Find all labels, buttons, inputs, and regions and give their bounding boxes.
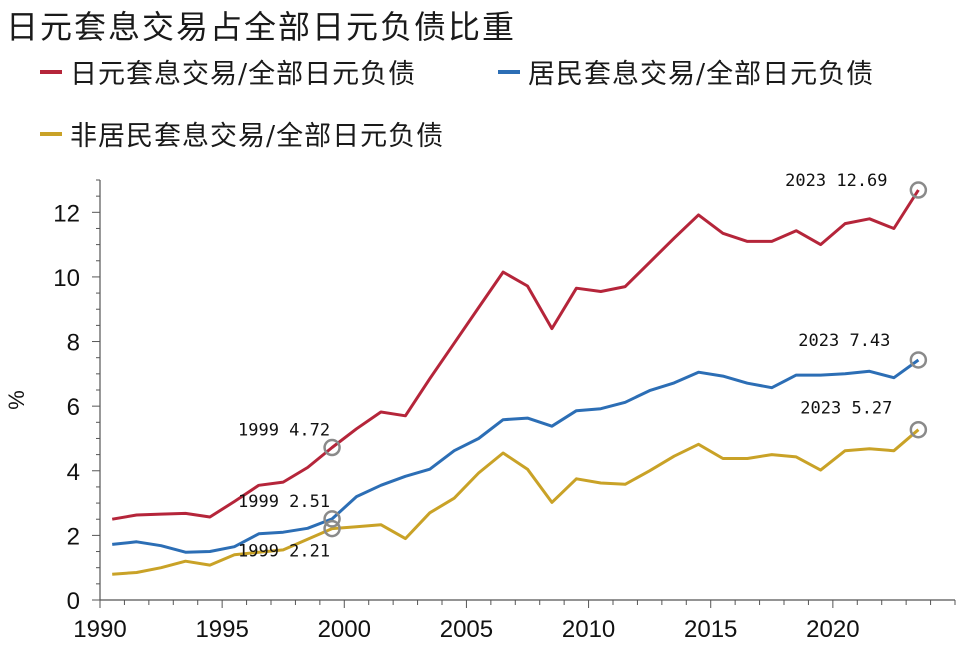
y-tick-label: 0 (67, 588, 80, 615)
x-tick-label: 1995 (195, 616, 248, 643)
x-tick-label: 2010 (562, 616, 615, 643)
series-line-1 (112, 358, 920, 554)
chart-title: 日元套息交易占全部日元负债比重 (6, 8, 517, 46)
axes: 1990 1995 2000 2005 2010 2015 2020 0 2 4 6 8 10 12 (53, 179, 956, 643)
annotation-label: 1999 2.51 (238, 492, 330, 512)
legend-swatch-nonresident (40, 131, 62, 136)
x-tick-label: 2005 (440, 616, 493, 643)
legend-swatch-resident (498, 69, 520, 74)
annotation-marker (323, 519, 341, 538)
x-tick-label: 2015 (684, 616, 737, 643)
annotation-label: 1999 4.72 (238, 421, 330, 441)
legend-item-resident: 居民套息交易/全部日元负债 (498, 52, 874, 91)
annotation-marker (909, 181, 928, 199)
series-lines (111, 189, 920, 576)
legend-label-resident: 居民套息交易/全部日元负债 (528, 59, 875, 90)
legend-swatch-total (40, 69, 62, 74)
y-tick-label: 2 (67, 523, 80, 550)
annotation-label: 1999 2.21 (238, 542, 330, 562)
annotation-label: 2023 12.69 (785, 171, 887, 191)
legend-label-total: 日元套息交易/全部日元负债 (70, 59, 417, 90)
annotation-label: 2023 7.43 (798, 331, 890, 351)
annotation-marker (323, 438, 341, 457)
annotation-label: 2023 5.27 (800, 399, 892, 419)
annotation-marker (909, 351, 928, 369)
legend-item-total: 日元套息交易/全部日元负债 (40, 52, 416, 91)
annotation-marker (909, 420, 928, 439)
x-tick-label: 2020 (806, 616, 859, 643)
series-line-2 (112, 428, 920, 576)
y-tick-label: 4 (67, 459, 80, 486)
y-tick-label: 6 (67, 394, 80, 421)
y-tick-label: 8 (67, 330, 80, 357)
y-tick-label: 10 (53, 265, 80, 292)
y-axis-label: % (4, 390, 29, 410)
series-line-0 (111, 189, 920, 521)
y-tick-label: 12 (53, 200, 80, 227)
legend-label-nonresident: 非居民套息交易/全部日元负债 (70, 121, 445, 152)
x-tick-label: 1990 (73, 616, 126, 643)
annotations: 1999 4.72 1999 2.51 1999 2.21 2023 12.69 202… (238, 171, 928, 562)
legend-item-nonresident: 非居民套息交易/全部日元负债 (40, 114, 444, 153)
x-tick-label: 2000 (318, 616, 371, 643)
annotation-marker (323, 510, 341, 528)
